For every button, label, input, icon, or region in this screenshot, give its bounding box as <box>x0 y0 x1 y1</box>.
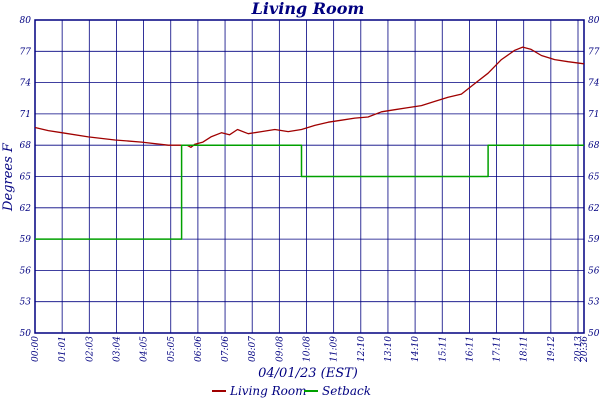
y-tick-label-right: 74 <box>588 79 600 89</box>
x-tick-label: 06:06 <box>194 336 204 362</box>
x-tick-label: 17:11 <box>493 336 503 362</box>
x-tick-label: 10:08 <box>303 336 313 362</box>
x-tick-label: 09:08 <box>275 336 285 362</box>
x-tick-label: 16:11 <box>465 336 475 362</box>
x-tick-label: 04:05 <box>140 336 150 362</box>
y-tick-label-right: 56 <box>588 266 600 276</box>
x-tick-label: 14:10 <box>411 336 421 362</box>
chart-title: Living Room <box>251 0 365 18</box>
y-tick-label-right: 68 <box>588 141 600 151</box>
y-tick-label-right: 80 <box>588 16 600 26</box>
legend-label-setback: Setback <box>322 384 371 398</box>
y-tick-labels-left: 80 77 74 71 68 65 62 59 56 53 50 <box>20 16 32 339</box>
x-axis-label: 04/01/23 (EST) <box>258 366 358 381</box>
y-tick-label-right: 50 <box>588 329 600 339</box>
y-tick-label-left: 80 <box>20 16 32 26</box>
x-tick-labels: 00:00 01:01 02:03 03:04 04:05 05:05 06:06 07:06… <box>31 336 590 363</box>
y-tick-label-left: 77 <box>20 47 32 57</box>
setback-series <box>35 144 584 240</box>
x-tick-label: 00:00 <box>31 336 41 362</box>
legend: Living Room Setback <box>212 384 371 398</box>
y-tick-label-left: 53 <box>20 298 32 308</box>
y-tick-label-left: 59 <box>20 235 32 245</box>
x-tick-label: 15:11 <box>438 336 448 362</box>
x-tick-label: 11:09 <box>330 336 340 362</box>
y-tick-label-left: 71 <box>20 110 31 120</box>
x-tick-label: 18:11 <box>520 336 530 362</box>
y-tick-label-right: 71 <box>588 110 599 120</box>
x-tick-label: 12:10 <box>357 336 367 362</box>
y-tick-label-left: 62 <box>20 204 32 214</box>
y-tick-labels-right: 80 77 74 71 68 65 62 59 56 53 50 <box>588 16 600 339</box>
y-tick-label-left: 68 <box>20 141 32 151</box>
y-tick-label-right: 53 <box>588 298 600 308</box>
y-tick-label-right: 65 <box>588 173 600 183</box>
y-tick-label-left: 65 <box>20 173 32 183</box>
x-tick-label: 07:06 <box>221 336 231 362</box>
x-tick-label: 05:05 <box>167 336 177 362</box>
y-axis-label: Degrees F <box>1 142 16 212</box>
y-tick-label-right: 62 <box>588 204 600 214</box>
x-tick-label: 19:12 <box>547 336 557 362</box>
series-lines <box>34 46 585 240</box>
x-tick-label: 20:13 <box>574 336 584 363</box>
plot-frame <box>34 19 585 334</box>
y-tick-label-right: 59 <box>588 235 600 245</box>
living-room-series <box>34 46 585 148</box>
x-tick-label: 03:04 <box>112 336 122 362</box>
legend-label-living-room: Living Room <box>229 384 307 398</box>
x-tick-label: 13:10 <box>384 336 394 362</box>
x-tick-label: 20:36 <box>580 336 590 363</box>
x-tick-label: 08:07 <box>248 336 258 362</box>
y-tick-label-left: 50 <box>20 329 32 339</box>
x-tick-label: 01:01 <box>58 336 68 362</box>
x-tick-label: 02:03 <box>85 336 95 362</box>
y-tick-label-left: 74 <box>20 79 32 89</box>
y-tick-label-right: 77 <box>588 47 600 57</box>
y-tick-label-left: 56 <box>20 266 32 276</box>
